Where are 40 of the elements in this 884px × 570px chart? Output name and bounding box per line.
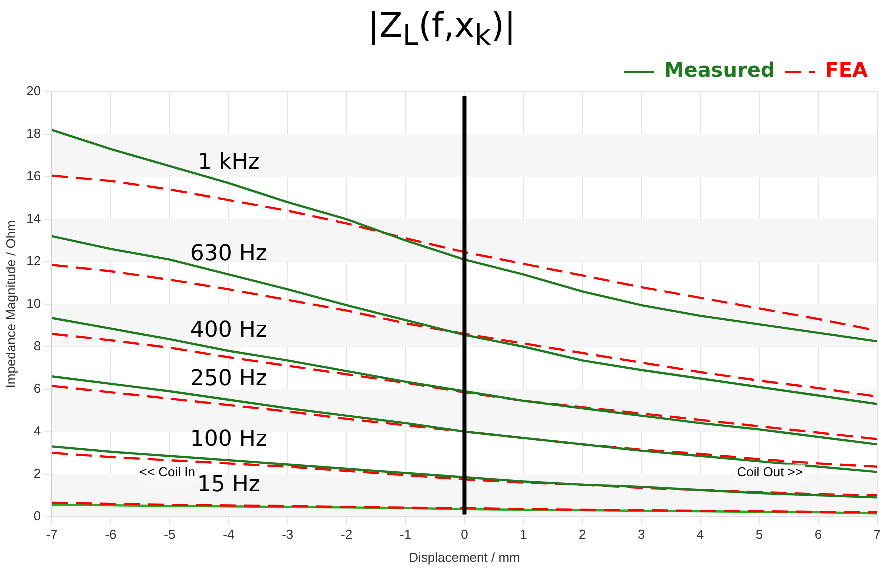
y-tick-label: 16 [26, 168, 42, 184]
x-tick-label: -2 [341, 527, 353, 542]
y-tick-label: 6 [34, 380, 42, 396]
annotation: 15 Hz [197, 472, 260, 498]
y-tick-label: 10 [26, 296, 42, 311]
x-tick-label: -3 [282, 527, 294, 542]
annotation: << Coil In [140, 464, 196, 480]
y-tick-label: 8 [34, 338, 42, 354]
x-tick-label: 6 [814, 527, 822, 542]
x-tick-label: -4 [223, 527, 235, 542]
x-tick-label: 2 [579, 527, 586, 542]
x-tick-label: 0 [461, 527, 468, 542]
annotation: 630 Hz [190, 241, 268, 266]
x-tick-label: -5 [164, 527, 176, 542]
legend-label: Measured [664, 58, 776, 82]
x-tick-label: -6 [105, 527, 117, 542]
y-tick-label: 2 [34, 466, 42, 481]
y-tick-label: 14 [26, 211, 42, 226]
y-tick-label: 0 [34, 508, 42, 524]
x-tick-label: 4 [696, 527, 704, 542]
legend-label: FEA [825, 58, 869, 82]
line-series [52, 502, 878, 514]
y-tick-label: 20 [26, 84, 42, 99]
annotation: 1 kHz [198, 150, 260, 176]
y-tick-label: 4 [34, 423, 42, 438]
x-tick-label: -1 [400, 527, 412, 542]
x-tick-label: -7 [46, 527, 58, 542]
x-tick-label: 3 [638, 527, 646, 542]
y-tick-label: 12 [26, 254, 42, 268]
y-tick-label: 18 [26, 126, 42, 142]
x-axis-title: Displacement / mm [409, 550, 520, 565]
x-tick-label: 5 [756, 527, 764, 542]
annotation: 400 Hz [190, 318, 268, 343]
annotation: Coil Out >> [737, 464, 803, 480]
x-tick-label: 1 [520, 527, 528, 542]
annotation: 250 Hz [190, 366, 268, 392]
chart-title: |Z$_{L}$(f,x$_{k}$)| [367, 5, 517, 52]
y-axis-title: Impedance Magnitude / Ohm [3, 220, 18, 388]
x-tick-label: 7 [874, 527, 881, 542]
annotation: 100 Hz [190, 427, 268, 452]
